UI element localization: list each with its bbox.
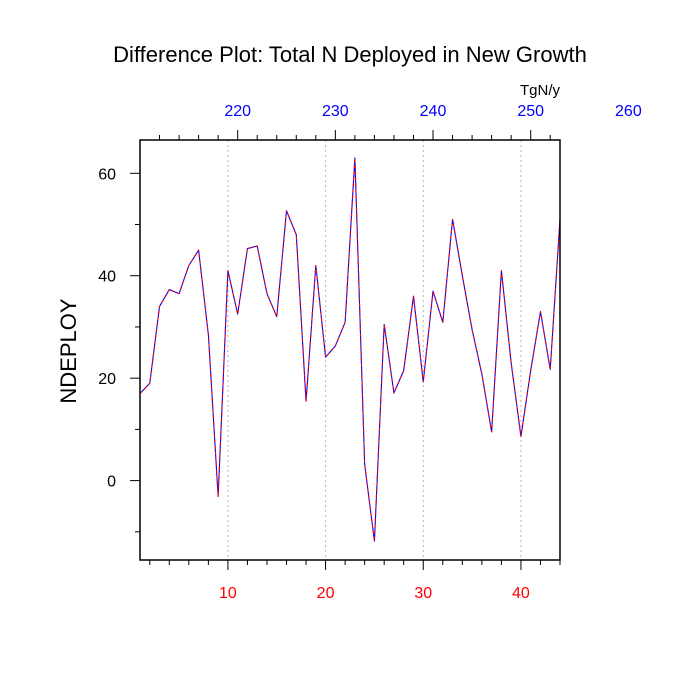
y-axis-title: NDEPLOY (56, 298, 81, 403)
series-line-dash (139, 157, 561, 542)
y-tick-label: 40 (98, 269, 116, 286)
series-line (139, 157, 561, 542)
grid-layer (227, 140, 522, 560)
top-axis-unit: TgN/y (520, 82, 561, 99)
x-tick-label: 10 (219, 585, 237, 602)
top-tick-label: 240 (420, 103, 447, 120)
tick-labels-layer: 10 20 30 40 0 20 40 60 220 230 240 250 260 (98, 103, 642, 602)
top-tick-label: 220 (224, 103, 251, 120)
x-tick-label: 40 (512, 585, 530, 602)
top-tick-label: 250 (517, 103, 544, 120)
x-tick-label: 20 (317, 585, 335, 602)
top-tick-label: 230 (322, 103, 349, 120)
x-tick-label: 30 (414, 585, 432, 602)
ticks-layer (130, 130, 561, 570)
chart-title: Difference Plot: Total N Deployed in New… (113, 42, 587, 67)
axes-layer (139, 139, 561, 561)
series-layer (139, 157, 561, 542)
plot-frame (139, 139, 561, 561)
top-tick-label: 260 (615, 103, 642, 120)
y-tick-label: 20 (98, 371, 116, 388)
y-tick-label: 0 (107, 474, 116, 491)
y-tick-label: 60 (98, 166, 116, 183)
